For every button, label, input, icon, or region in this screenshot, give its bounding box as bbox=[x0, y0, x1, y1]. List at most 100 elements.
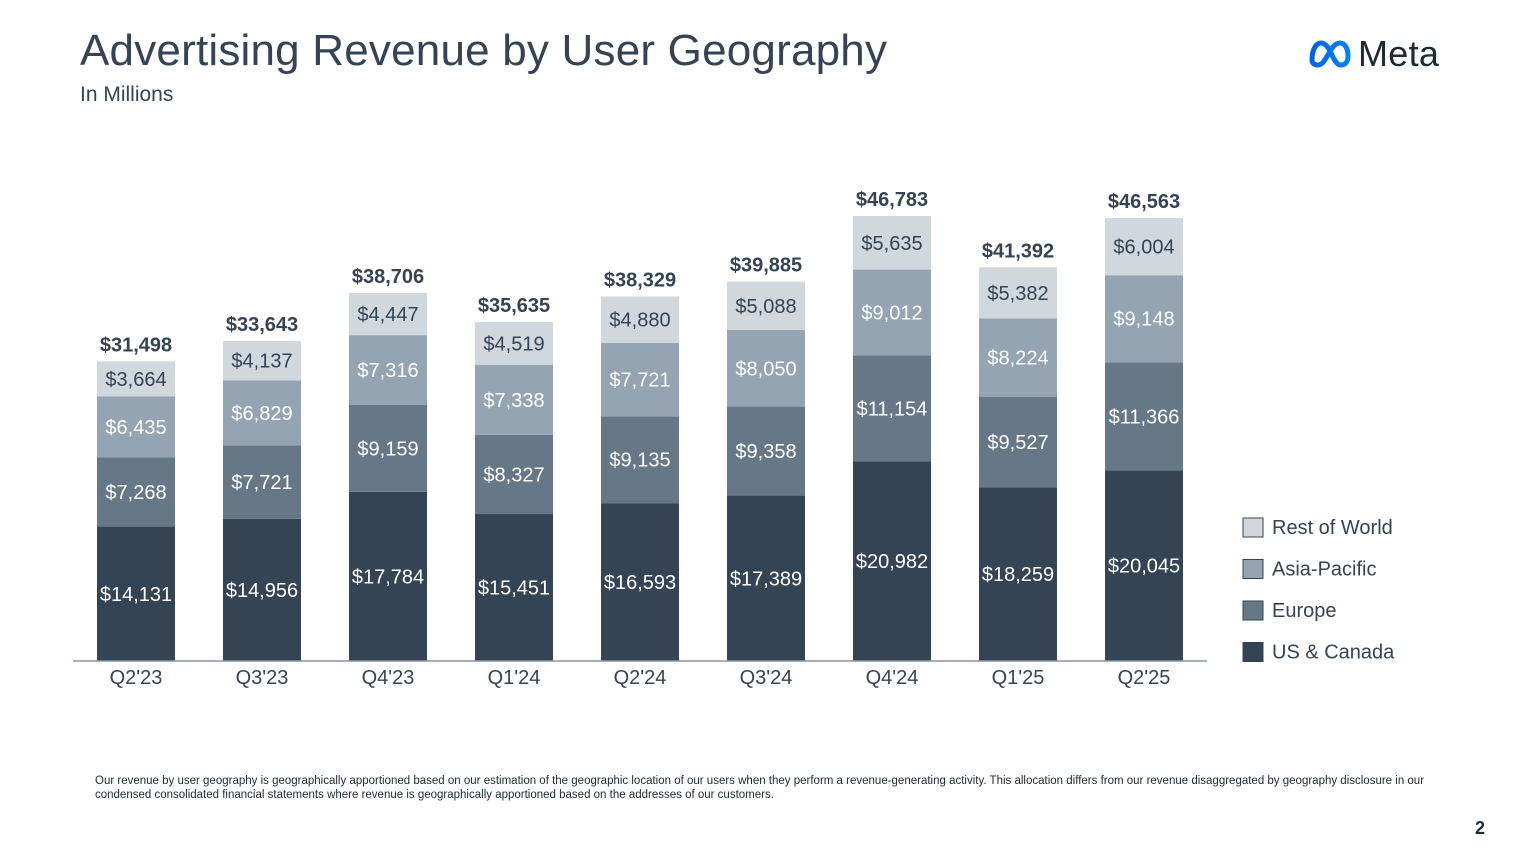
bar-segment-asia-pacific bbox=[727, 330, 805, 407]
bar-segment-europe bbox=[601, 416, 679, 504]
bar-segment-rest-of-world bbox=[601, 296, 679, 343]
data-label: $9,358 bbox=[735, 441, 796, 463]
data-label: $9,148 bbox=[1113, 309, 1174, 331]
x-tick-label: Q1'24 bbox=[488, 667, 541, 689]
bar-segment-us-canada bbox=[97, 526, 175, 661]
bar-segment-rest-of-world bbox=[475, 322, 553, 366]
data-label: $6,435 bbox=[105, 417, 166, 439]
bar-segment-europe bbox=[979, 396, 1057, 488]
bar-segment-us-canada bbox=[601, 503, 679, 661]
data-label: $7,721 bbox=[231, 472, 292, 494]
data-label: $16,593 bbox=[604, 572, 676, 594]
data-label: $7,338 bbox=[483, 390, 544, 412]
x-tick-label: Q2'23 bbox=[110, 667, 163, 689]
meta-logo-text: Meta bbox=[1358, 33, 1440, 74]
data-label: $4,519 bbox=[483, 334, 544, 356]
bar-segment-asia-pacific bbox=[601, 342, 679, 417]
bar-segment-asia-pacific bbox=[1105, 275, 1183, 363]
total-label: $35,635 bbox=[478, 295, 550, 317]
total-label: $38,706 bbox=[352, 266, 424, 288]
bar-segment-asia-pacific bbox=[979, 318, 1057, 397]
legend-label: Europe bbox=[1272, 600, 1337, 622]
bar-segment-asia-pacific bbox=[475, 365, 553, 435]
data-label: $17,784 bbox=[352, 566, 424, 588]
data-label: $7,721 bbox=[609, 370, 670, 392]
bar-segment-asia-pacific bbox=[223, 380, 301, 446]
data-label: $5,088 bbox=[735, 296, 796, 318]
bar-segment-rest-of-world bbox=[97, 361, 175, 397]
bar-segment-us-canada bbox=[1105, 470, 1183, 661]
data-label: $4,137 bbox=[231, 351, 292, 373]
data-label: $20,045 bbox=[1108, 556, 1180, 578]
bar-segment-europe bbox=[349, 404, 427, 492]
bar-segment-us-canada bbox=[349, 491, 427, 661]
data-label: $11,366 bbox=[1109, 406, 1180, 428]
data-label: $4,447 bbox=[357, 304, 418, 326]
bar-segment-asia-pacific bbox=[853, 269, 931, 356]
x-tick-label: Q3'24 bbox=[740, 667, 793, 689]
bar-segment-europe bbox=[97, 457, 175, 527]
bar-segment-us-canada bbox=[979, 487, 1057, 661]
x-tick-label: Q3'23 bbox=[236, 667, 289, 689]
bar-segment-us-canada bbox=[727, 495, 805, 661]
data-label: $5,635 bbox=[861, 233, 922, 255]
data-label: $8,327 bbox=[483, 464, 544, 486]
data-label: $8,224 bbox=[987, 348, 1048, 370]
data-label: $15,451 bbox=[478, 578, 550, 600]
page-subtitle: In Millions bbox=[80, 83, 174, 106]
page-title: Advertising Revenue by User Geography bbox=[80, 26, 888, 75]
data-label: $17,389 bbox=[730, 568, 802, 590]
bar-segment-rest-of-world bbox=[1105, 218, 1183, 276]
x-tick-label: Q2'24 bbox=[614, 667, 667, 689]
data-label: $9,135 bbox=[609, 450, 670, 472]
data-label: $9,012 bbox=[861, 302, 922, 324]
bar-segment-us-canada bbox=[475, 514, 553, 661]
data-label: $14,956 bbox=[226, 580, 298, 602]
bar-segment-rest-of-world bbox=[727, 281, 805, 331]
legend-swatch bbox=[1242, 517, 1264, 538]
data-label: $6,829 bbox=[231, 403, 292, 425]
bar-segment-rest-of-world bbox=[223, 340, 301, 381]
data-label: $5,382 bbox=[987, 283, 1048, 305]
total-label: $46,783 bbox=[856, 189, 928, 211]
bar-segment-europe bbox=[223, 445, 301, 519]
bar-segment-us-canada bbox=[853, 461, 931, 661]
bar-segment-rest-of-world bbox=[349, 292, 427, 336]
total-label: $39,885 bbox=[730, 255, 802, 277]
legend-label: US & Canada bbox=[1272, 642, 1395, 664]
total-label: $46,563 bbox=[1108, 191, 1180, 213]
data-label: $4,880 bbox=[609, 310, 670, 332]
total-label: $31,498 bbox=[100, 334, 172, 356]
data-label: $6,004 bbox=[1113, 237, 1174, 259]
legend-label: Rest of World bbox=[1272, 517, 1393, 539]
total-label: $33,643 bbox=[226, 314, 298, 336]
bar-segment-us-canada bbox=[223, 518, 301, 661]
legend-swatch bbox=[1242, 600, 1264, 621]
meta-logo: Meta bbox=[1308, 33, 1440, 74]
x-tick-label: Q1'25 bbox=[992, 667, 1045, 689]
x-tick-label: Q2'25 bbox=[1118, 667, 1171, 689]
data-label: $7,316 bbox=[357, 360, 418, 382]
data-label: $7,268 bbox=[105, 482, 166, 504]
total-label: $38,329 bbox=[604, 269, 676, 291]
data-label: $8,050 bbox=[735, 358, 796, 380]
data-label: $9,159 bbox=[357, 438, 418, 460]
legend-swatch bbox=[1242, 559, 1264, 579]
data-label: $9,527 bbox=[987, 432, 1048, 454]
bar-segment-europe bbox=[1105, 362, 1183, 471]
bar-segment-europe bbox=[727, 406, 805, 496]
meta-infinity-icon bbox=[1309, 40, 1351, 68]
footnote: Our revenue by user geography is geograp… bbox=[95, 775, 1425, 801]
page-number: 2 bbox=[1474, 818, 1485, 838]
bar-segment-rest-of-world bbox=[979, 267, 1057, 319]
bar-segment-europe bbox=[475, 434, 553, 515]
data-label: $18,259 bbox=[982, 564, 1054, 586]
x-tick-label: Q4'24 bbox=[866, 667, 919, 689]
bar-segment-rest-of-world bbox=[853, 216, 931, 270]
legend-swatch bbox=[1242, 642, 1264, 662]
data-label: $3,664 bbox=[105, 369, 166, 391]
legend-label: Asia-Pacific bbox=[1272, 559, 1376, 581]
x-tick-label: Q4'23 bbox=[362, 667, 415, 689]
bar-segment-asia-pacific bbox=[97, 396, 175, 458]
data-label: $20,982 bbox=[856, 551, 928, 573]
